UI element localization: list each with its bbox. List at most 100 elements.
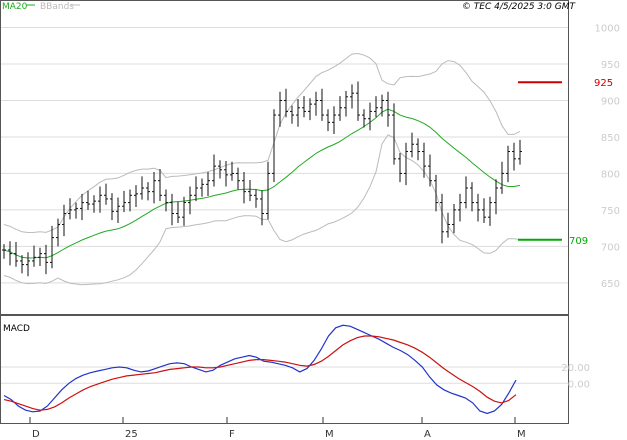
- price-y-tick-label: 750: [601, 206, 620, 217]
- price-bar: [56, 218, 60, 247]
- price-bar: [254, 189, 258, 208]
- price-bar: [356, 81, 360, 121]
- price-y-tick-label: 1000: [595, 24, 620, 35]
- price-bar: [242, 171, 246, 204]
- price-bar: [14, 241, 18, 267]
- price-bar: [332, 106, 336, 135]
- macd-y-axis: 0.00 20.00: [561, 363, 590, 390]
- macd-panel: [0, 315, 569, 424]
- price-bar: [200, 178, 204, 197]
- price-bar: [302, 96, 306, 118]
- price-bar: [104, 183, 108, 205]
- price-bar: [476, 193, 480, 222]
- price-bar: [266, 161, 270, 220]
- price-bar: [44, 244, 48, 275]
- x-tick-label: M: [325, 429, 334, 440]
- price-bar: [458, 193, 462, 222]
- price-y-tick-label: 650: [601, 279, 620, 290]
- price-bar: [386, 91, 390, 127]
- macd-gridlines: [1, 366, 568, 384]
- price-bar: [440, 193, 444, 244]
- price-bar: [158, 169, 162, 202]
- x-tick-label: M: [517, 429, 526, 440]
- price-bar: [278, 91, 282, 127]
- price-bar: [128, 189, 132, 212]
- price-bar: [98, 186, 102, 213]
- price-bar: [404, 142, 408, 186]
- price-bar: [248, 179, 252, 202]
- price-bar: [398, 152, 402, 183]
- price-bar: [2, 244, 6, 259]
- price-bar: [338, 96, 342, 121]
- price-bar: [374, 96, 378, 118]
- price-bar: [446, 212, 450, 238]
- price-bar: [428, 154, 432, 187]
- price-bar: [32, 245, 36, 267]
- price-y-tick-label: 900: [601, 96, 620, 107]
- macd-title: MACD: [3, 324, 30, 334]
- price-bar: [452, 204, 456, 234]
- price-bar: [380, 94, 384, 117]
- price-bar: [494, 179, 498, 215]
- price-bar: [170, 193, 174, 226]
- price-panel: [0, 0, 569, 315]
- macd-lines: [3, 324, 517, 415]
- price-y-tick-label: 950: [601, 60, 620, 71]
- price-bar: [392, 103, 396, 165]
- price-y-tick-label: 800: [601, 169, 620, 180]
- price-bar: [368, 102, 372, 131]
- price-bar: [26, 252, 30, 277]
- price-y-axis: 650 700 750 800 850 900 950 1000: [595, 24, 620, 290]
- price-bar: [188, 186, 192, 215]
- x-tick-label: A: [424, 429, 431, 440]
- price-bar: [344, 90, 348, 117]
- price-bar: [152, 171, 156, 204]
- price-bar: [464, 176, 468, 209]
- price-bar: [176, 201, 180, 224]
- macd-y-tick-label: 20.00: [561, 363, 590, 374]
- x-tick-label: D: [32, 429, 40, 440]
- price-bar: [350, 84, 354, 109]
- price-bar: [470, 182, 474, 212]
- price-bar: [134, 185, 138, 207]
- price-bar: [290, 105, 294, 124]
- price-bar: [320, 88, 324, 121]
- price-bar: [284, 88, 288, 118]
- legend-ma20: MA20: [2, 2, 28, 12]
- price-bar: [500, 161, 504, 194]
- price-bar: [68, 198, 72, 220]
- price-y-tick-label: 850: [601, 133, 620, 144]
- price-bar: [38, 247, 42, 267]
- price-bar: [80, 193, 84, 221]
- price-y-tick-label: 700: [601, 242, 620, 253]
- price-bars: [2, 81, 522, 277]
- price-bar: [218, 160, 222, 179]
- support-label: 709: [569, 236, 588, 247]
- price-bar: [314, 91, 318, 116]
- price-bar: [488, 196, 492, 226]
- price-bar: [482, 198, 486, 224]
- price-bar: [116, 197, 120, 224]
- signal-line: [3, 335, 517, 411]
- price-bar: [146, 182, 150, 201]
- price-bar: [92, 195, 96, 213]
- price-bar: [512, 142, 516, 171]
- source-label: © TEC 4/5/2025 3:0 GMT: [462, 2, 577, 12]
- price-bar: [182, 196, 186, 226]
- price-bar: [20, 255, 24, 274]
- price-bar: [416, 138, 420, 161]
- price-bar: [410, 132, 414, 158]
- x-axis: D 25 F M A M: [29, 417, 526, 440]
- price-bar: [74, 202, 78, 219]
- price-bar: [86, 190, 90, 210]
- x-tick-label: 25: [125, 429, 138, 440]
- price-bar: [206, 171, 210, 197]
- x-tick-label: F: [229, 429, 235, 440]
- macd-y-tick-label: 0.00: [568, 379, 590, 390]
- price-bar: [224, 161, 228, 187]
- price-bar: [260, 190, 264, 226]
- price-bar: [122, 190, 126, 213]
- price-bar: [296, 99, 300, 127]
- price-bar: [140, 176, 144, 200]
